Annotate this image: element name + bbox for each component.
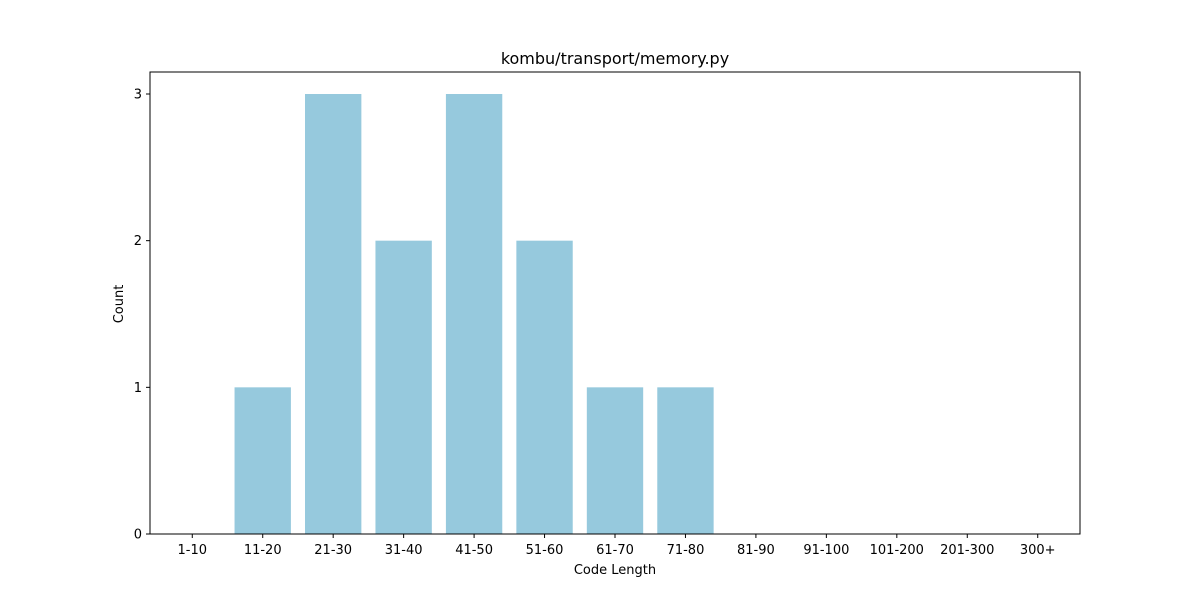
x-tick-label: 11-20	[244, 543, 282, 558]
y-axis-label: Count	[112, 285, 127, 324]
x-tick-label: 71-80	[667, 543, 705, 558]
bar-51-60	[516, 240, 573, 534]
x-tick-label: 201-300	[940, 543, 994, 558]
bar-61-70	[586, 387, 644, 534]
x-tick-label: 101-200	[870, 543, 924, 558]
y-tick-label: 1	[134, 381, 142, 396]
bar-11-20	[234, 387, 291, 534]
x-tick-label: 31-40	[385, 543, 423, 558]
y-tick-label: 3	[134, 88, 142, 103]
chart-title: kombu/transport/memory.py	[501, 49, 729, 68]
x-axis-label: Code Length	[574, 563, 656, 578]
x-tick-label: 41-50	[455, 543, 493, 558]
bar-21-30	[305, 94, 362, 534]
x-tick-label: 81-90	[737, 543, 775, 558]
bar-71-80	[657, 387, 714, 534]
x-tick-label: 91-100	[803, 543, 849, 558]
x-tick-label: 51-60	[526, 543, 564, 558]
y-tick-label: 0	[134, 528, 142, 543]
x-tick-label: 61-70	[596, 543, 634, 558]
bars-layer	[234, 94, 714, 534]
x-tick-label: 1-10	[178, 543, 208, 558]
bar-31-40	[375, 240, 432, 534]
x-tick-label: 21-30	[314, 543, 352, 558]
bar-41-50	[445, 94, 503, 534]
y-axis-ticks: 0 1 2 3	[134, 88, 150, 543]
x-tick-label: 300+	[1020, 543, 1056, 558]
x-axis-ticks: 1-10 11-20 21-30 31-40 41-50 51-60 61-70 71-80 8…	[178, 534, 1056, 558]
y-tick-label: 2	[134, 234, 142, 249]
